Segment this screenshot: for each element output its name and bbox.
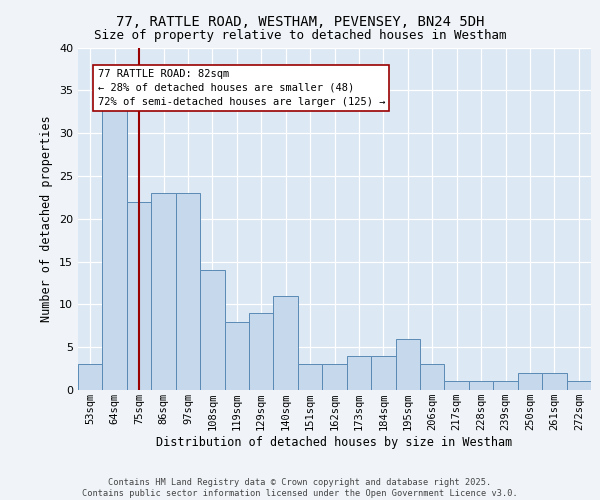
X-axis label: Distribution of detached houses by size in Westham: Distribution of detached houses by size … [157, 436, 512, 449]
Bar [518, 373, 542, 390]
Bar [347, 356, 371, 390]
Bar [445, 382, 469, 390]
Bar [176, 193, 200, 390]
Bar [249, 313, 274, 390]
Bar [151, 193, 176, 390]
Bar [371, 356, 395, 390]
Bar [420, 364, 445, 390]
Bar [298, 364, 322, 390]
Bar [127, 202, 151, 390]
Text: Size of property relative to detached houses in Westham: Size of property relative to detached ho… [94, 29, 506, 42]
Y-axis label: Number of detached properties: Number of detached properties [40, 116, 53, 322]
Bar [274, 296, 298, 390]
Bar [103, 108, 127, 390]
Bar [469, 382, 493, 390]
Bar [224, 322, 249, 390]
Text: Contains HM Land Registry data © Crown copyright and database right 2025.
Contai: Contains HM Land Registry data © Crown c… [82, 478, 518, 498]
Text: 77, RATTLE ROAD, WESTHAM, PEVENSEY, BN24 5DH: 77, RATTLE ROAD, WESTHAM, PEVENSEY, BN24… [116, 15, 484, 29]
Text: 77 RATTLE ROAD: 82sqm
← 28% of detached houses are smaller (48)
72% of semi-deta: 77 RATTLE ROAD: 82sqm ← 28% of detached … [98, 69, 385, 107]
Bar [395, 338, 420, 390]
Bar [200, 270, 224, 390]
Bar [493, 382, 518, 390]
Bar [322, 364, 347, 390]
Bar [566, 382, 591, 390]
Bar [542, 373, 566, 390]
Bar [78, 364, 103, 390]
